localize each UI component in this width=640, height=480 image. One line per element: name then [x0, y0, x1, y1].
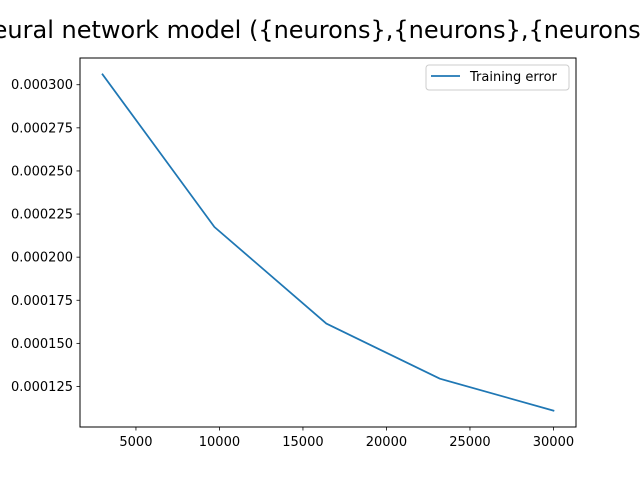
- y-tick-label: 0.000250: [11, 164, 73, 179]
- x-tick-label: 10000: [199, 435, 240, 450]
- y-tick-label: 0.000200: [11, 251, 73, 266]
- y-axis: 0.000125 0.000150 0.000175 0.000200 0.000225…: [11, 78, 80, 395]
- y-tick-label: 0.000175: [11, 294, 73, 309]
- y-tick-label: 0.000225: [11, 208, 73, 223]
- series-line-0: [101, 73, 555, 412]
- series-layer: [101, 73, 555, 412]
- legend: Training error: [425, 64, 570, 91]
- x-tick-label: 30000: [533, 435, 574, 450]
- plot-background: [80, 58, 576, 427]
- x-tick-label: 20000: [366, 435, 407, 450]
- y-tick-label: 0.000150: [11, 337, 73, 352]
- plot-frame: [79, 57, 577, 428]
- x-tick-label: 5000: [119, 435, 152, 450]
- legend-label: Training error: [469, 70, 558, 85]
- x-tick-label: 25000: [449, 435, 490, 450]
- y-tick-label: 0.000125: [11, 380, 73, 395]
- legend-box: [425, 64, 570, 91]
- x-tick-label: 15000: [282, 435, 323, 450]
- chart-title: Neural network model ({neurons},{neurons…: [0, 16, 640, 44]
- x-axis: 5000 10000 15000 20000 25000 30000: [119, 427, 574, 450]
- y-tick-label: 0.000300: [11, 78, 73, 93]
- y-tick-label: 0.000275: [11, 121, 73, 136]
